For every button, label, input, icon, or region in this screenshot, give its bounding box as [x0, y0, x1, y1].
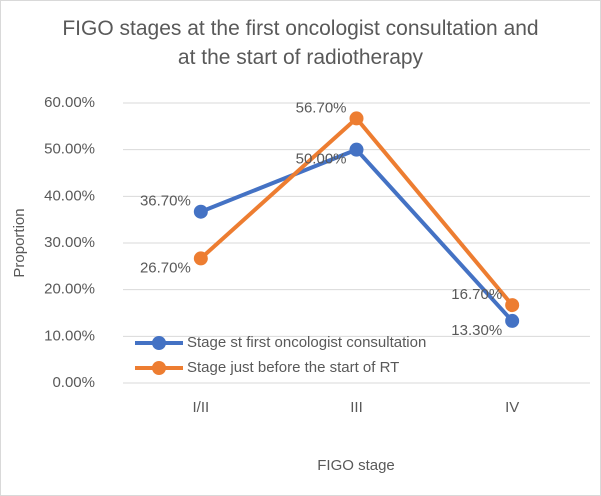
legend-label: Stage just before the start of RT	[187, 359, 399, 376]
data-point	[505, 313, 520, 328]
data-point	[349, 142, 364, 157]
data-point	[193, 204, 208, 219]
y-tick-label: 30.00%	[44, 234, 95, 251]
y-tick-label: 50.00%	[44, 141, 95, 158]
data-label: 56.70%	[296, 99, 347, 116]
y-tick-label: 20.00%	[44, 281, 95, 298]
legend-marker	[152, 336, 166, 350]
y-axis-title: Proportion	[11, 208, 28, 277]
data-label: 26.70%	[140, 259, 191, 276]
y-tick-label: 40.00%	[44, 187, 95, 204]
y-tick-label: 10.00%	[44, 327, 95, 344]
data-label: 50.00%	[296, 151, 347, 168]
data-point	[193, 251, 208, 266]
legend-marker	[152, 361, 166, 375]
x-tick-label: I/II	[192, 399, 209, 416]
x-axis-title: FIGO stage	[317, 457, 395, 474]
data-label: 36.70%	[140, 193, 191, 210]
x-tick-label: IV	[505, 399, 519, 416]
y-tick-label: 0.00%	[52, 374, 95, 391]
chart-title: FIGO stages at the first oncologist cons…	[62, 17, 539, 69]
data-label: 13.30%	[451, 322, 502, 339]
legend-label: Stage st first oncologist consultation	[187, 334, 426, 351]
data-point	[349, 111, 364, 126]
data-label: 16.70%	[451, 286, 502, 303]
y-tick-label: 60.00%	[44, 94, 95, 111]
x-tick-label: III	[350, 399, 363, 416]
data-point	[505, 298, 520, 313]
